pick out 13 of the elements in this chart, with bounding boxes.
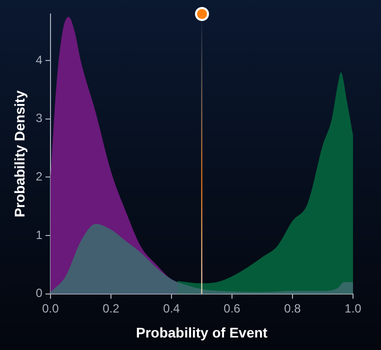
x-tick-label: 0.8 [284,301,302,316]
x-tick-label: 0.2 [102,301,120,316]
y-tick-label: 3 [36,111,43,126]
x-tick-label: 0.4 [163,301,180,316]
x-tick-label: 0.0 [42,301,60,316]
x-tick-label: 0.6 [224,301,241,316]
x-axis-title: Probability of Event [136,324,268,340]
y-tick-label: 2 [36,170,43,184]
x-tick-label: 1.0 [344,301,362,316]
y-tick-label: 0 [36,286,43,300]
y-tick-label: 1 [36,228,43,242]
y-tick-label: 4 [36,52,43,67]
y-axis-title: Probability Density [11,90,28,218]
